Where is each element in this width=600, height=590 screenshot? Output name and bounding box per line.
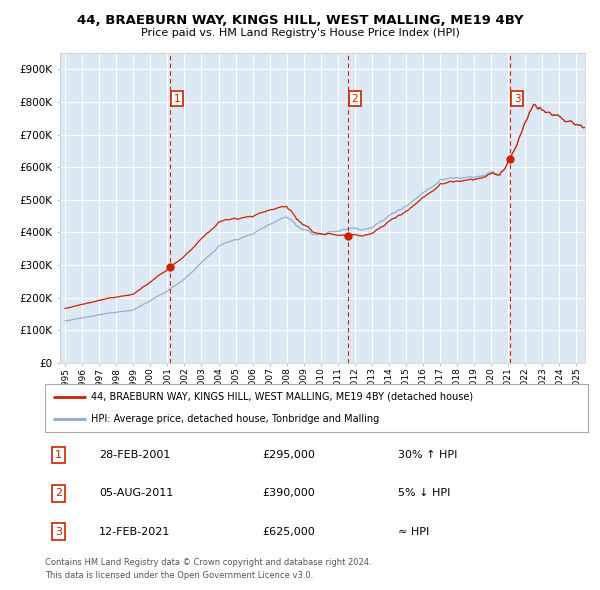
Text: 1: 1 <box>55 450 62 460</box>
Text: £390,000: £390,000 <box>262 489 315 498</box>
Text: 28-FEB-2001: 28-FEB-2001 <box>100 450 170 460</box>
Text: Price paid vs. HM Land Registry's House Price Index (HPI): Price paid vs. HM Land Registry's House … <box>140 28 460 38</box>
Text: 44, BRAEBURN WAY, KINGS HILL, WEST MALLING, ME19 4BY: 44, BRAEBURN WAY, KINGS HILL, WEST MALLI… <box>77 14 523 27</box>
Text: 12-FEB-2021: 12-FEB-2021 <box>100 527 170 536</box>
Text: 1: 1 <box>173 94 180 104</box>
Text: Contains HM Land Registry data © Crown copyright and database right 2024.: Contains HM Land Registry data © Crown c… <box>45 558 371 566</box>
Text: 5% ↓ HPI: 5% ↓ HPI <box>398 489 451 498</box>
Text: ≈ HPI: ≈ HPI <box>398 527 429 536</box>
Text: 30% ↑ HPI: 30% ↑ HPI <box>398 450 457 460</box>
Text: 2: 2 <box>352 94 358 104</box>
Text: £295,000: £295,000 <box>262 450 315 460</box>
Text: 3: 3 <box>514 94 520 104</box>
Text: 3: 3 <box>55 527 62 536</box>
Text: HPI: Average price, detached house, Tonbridge and Malling: HPI: Average price, detached house, Tonb… <box>91 414 379 424</box>
Text: 44, BRAEBURN WAY, KINGS HILL, WEST MALLING, ME19 4BY (detached house): 44, BRAEBURN WAY, KINGS HILL, WEST MALLI… <box>91 392 473 402</box>
Text: £625,000: £625,000 <box>262 527 315 536</box>
Text: 2: 2 <box>55 489 62 498</box>
Text: This data is licensed under the Open Government Licence v3.0.: This data is licensed under the Open Gov… <box>45 571 313 580</box>
Text: 05-AUG-2011: 05-AUG-2011 <box>100 489 173 498</box>
